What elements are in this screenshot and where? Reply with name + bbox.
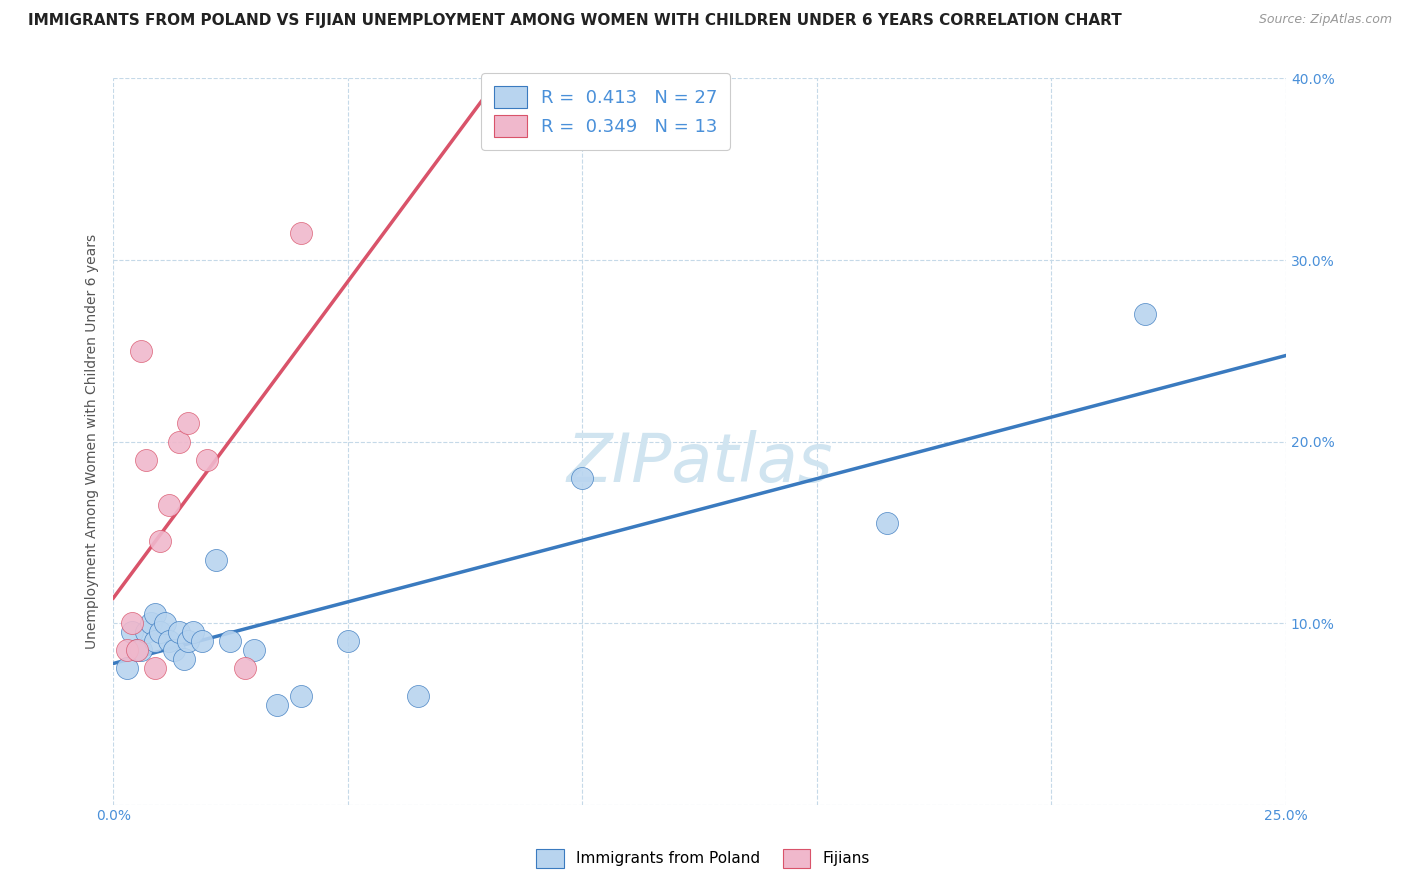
Text: IMMIGRANTS FROM POLAND VS FIJIAN UNEMPLOYMENT AMONG WOMEN WITH CHILDREN UNDER 6 : IMMIGRANTS FROM POLAND VS FIJIAN UNEMPLO… xyxy=(28,13,1122,29)
Point xyxy=(117,661,139,675)
Point xyxy=(406,689,429,703)
Text: ZIPatlas: ZIPatlas xyxy=(567,430,832,496)
Point xyxy=(177,634,200,648)
Legend: R =  0.413   N = 27, R =  0.349   N = 13: R = 0.413 N = 27, R = 0.349 N = 13 xyxy=(481,73,730,150)
Legend: Immigrants from Poland, Fijians: Immigrants from Poland, Fijians xyxy=(524,837,882,880)
Point xyxy=(191,634,214,648)
Point xyxy=(876,516,898,531)
Point xyxy=(121,616,143,631)
Point xyxy=(266,698,288,712)
Point xyxy=(219,634,242,648)
Point xyxy=(1135,308,1157,322)
Point xyxy=(336,634,359,648)
Point xyxy=(131,643,153,657)
Point xyxy=(181,625,204,640)
Point xyxy=(290,226,312,240)
Point xyxy=(149,534,172,549)
Point xyxy=(117,643,139,657)
Point xyxy=(159,498,181,512)
Point xyxy=(145,661,167,675)
Point xyxy=(135,625,157,640)
Point xyxy=(167,625,190,640)
Point xyxy=(233,661,256,675)
Y-axis label: Unemployment Among Women with Children Under 6 years: Unemployment Among Women with Children U… xyxy=(86,234,100,649)
Point xyxy=(121,625,143,640)
Point xyxy=(177,417,200,431)
Point xyxy=(149,625,172,640)
Point xyxy=(131,343,153,358)
Point xyxy=(145,634,167,648)
Point xyxy=(243,643,266,657)
Point xyxy=(153,616,176,631)
Point xyxy=(195,452,218,467)
Point xyxy=(135,452,157,467)
Text: Source: ZipAtlas.com: Source: ZipAtlas.com xyxy=(1258,13,1392,27)
Point xyxy=(167,434,190,449)
Point xyxy=(145,607,167,621)
Point xyxy=(163,643,186,657)
Point xyxy=(139,616,162,631)
Point xyxy=(173,652,195,666)
Point xyxy=(290,689,312,703)
Point xyxy=(571,471,593,485)
Point xyxy=(159,634,181,648)
Point xyxy=(205,552,228,566)
Point xyxy=(125,643,148,657)
Point xyxy=(125,643,148,657)
